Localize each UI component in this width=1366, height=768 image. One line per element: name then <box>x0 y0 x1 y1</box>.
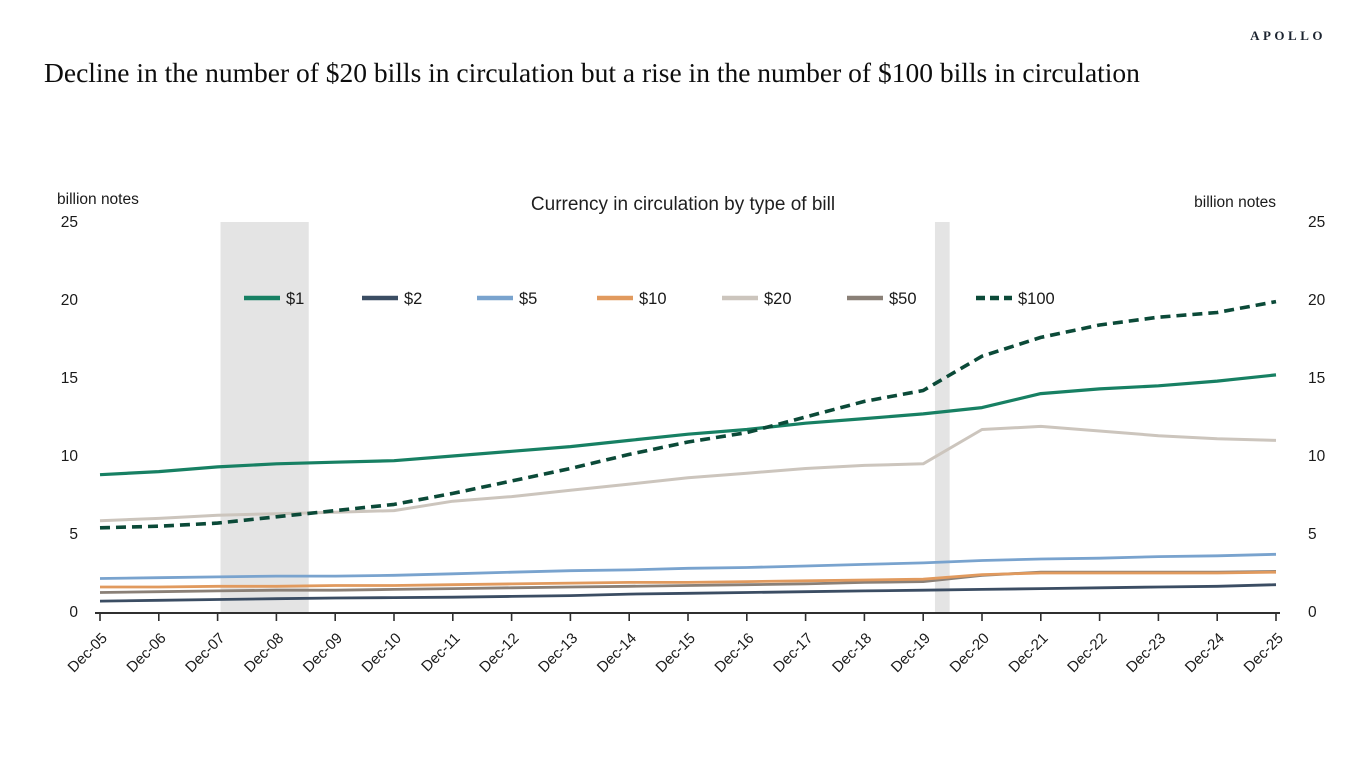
legend-label-usd50: $50 <box>889 290 917 308</box>
page-title: Decline in the number of $20 bills in ci… <box>44 57 1140 88</box>
legend-label-usd20: $20 <box>764 290 792 308</box>
x-tick-label: Dec-05 <box>65 630 111 676</box>
y-tick-label-left: 10 <box>61 448 79 465</box>
chart-title: Currency in circulation by type of bill <box>530 194 836 215</box>
legend-label-usd10: $10 <box>639 290 667 308</box>
x-tick-label: Dec-19 <box>888 630 934 676</box>
y-tick-label-left: 25 <box>61 214 78 231</box>
x-tick-label: Dec-24 <box>1182 630 1228 676</box>
x-tick-label: Dec-18 <box>829 630 875 676</box>
recession-band-1 <box>220 222 309 612</box>
y-tick-label-right: 5 <box>1308 526 1317 543</box>
x-tick-label: Dec-08 <box>241 630 287 676</box>
y-tick-label-left: 15 <box>61 370 78 387</box>
series-line-usd10 <box>100 570 1277 589</box>
x-tick-label: Dec-12 <box>476 630 522 676</box>
series-line-usd1 <box>99 373 1277 477</box>
x-tick-label: Dec-11 <box>418 630 463 675</box>
y-tick-label-left: 5 <box>69 526 78 543</box>
x-tick-label: Dec-07 <box>182 630 228 676</box>
x-tick-label: Dec-06 <box>123 630 169 676</box>
x-tick-label: Dec-10 <box>359 630 405 676</box>
x-tick-label: Dec-23 <box>1123 630 1169 676</box>
y-tick-label-right: 10 <box>1308 448 1326 465</box>
y-tick-label-right: 20 <box>1308 292 1326 309</box>
legend-label-usd5: $5 <box>519 290 537 308</box>
legend-label-usd2: $2 <box>404 290 422 308</box>
y-tick-label-right: 25 <box>1308 214 1325 231</box>
x-tick-label: Dec-16 <box>711 630 757 676</box>
x-tick-label: Dec-17 <box>770 630 816 676</box>
y-axis-unit-right: billion notes <box>1194 194 1276 211</box>
x-tick-label: Dec-15 <box>653 630 699 676</box>
series-line-usd100 <box>99 299 1277 530</box>
y-tick-label-left: 20 <box>61 292 79 309</box>
series-line-usd2 <box>99 583 1277 603</box>
x-tick-label: Dec-20 <box>947 630 993 676</box>
x-tick-label: Dec-25 <box>1241 630 1287 676</box>
legend-label-usd100: $100 <box>1018 290 1055 308</box>
x-tick-label: Dec-22 <box>1064 630 1110 676</box>
apollo-logo: APOLLO <box>1250 28 1326 43</box>
x-tick-label: Dec-13 <box>535 630 581 676</box>
x-tick-label: Dec-14 <box>594 630 640 676</box>
y-tick-label-right: 15 <box>1308 370 1325 387</box>
chart-svg: $1 $2 $5 $10 $20 $50 $100 Dec-05 Dec-06 Dec-07 Dec… <box>61 214 1326 676</box>
y-tick-label-left: 0 <box>69 604 78 621</box>
recession-band-2 <box>934 222 950 612</box>
y-axis-unit-left: billion notes <box>57 191 139 208</box>
x-tick-label: Dec-21 <box>1005 630 1051 676</box>
x-tick-label: Dec-09 <box>300 630 346 676</box>
series-line-usd5 <box>99 552 1277 580</box>
legend-label-usd1: $1 <box>286 290 304 308</box>
y-tick-label-right: 0 <box>1308 604 1317 621</box>
